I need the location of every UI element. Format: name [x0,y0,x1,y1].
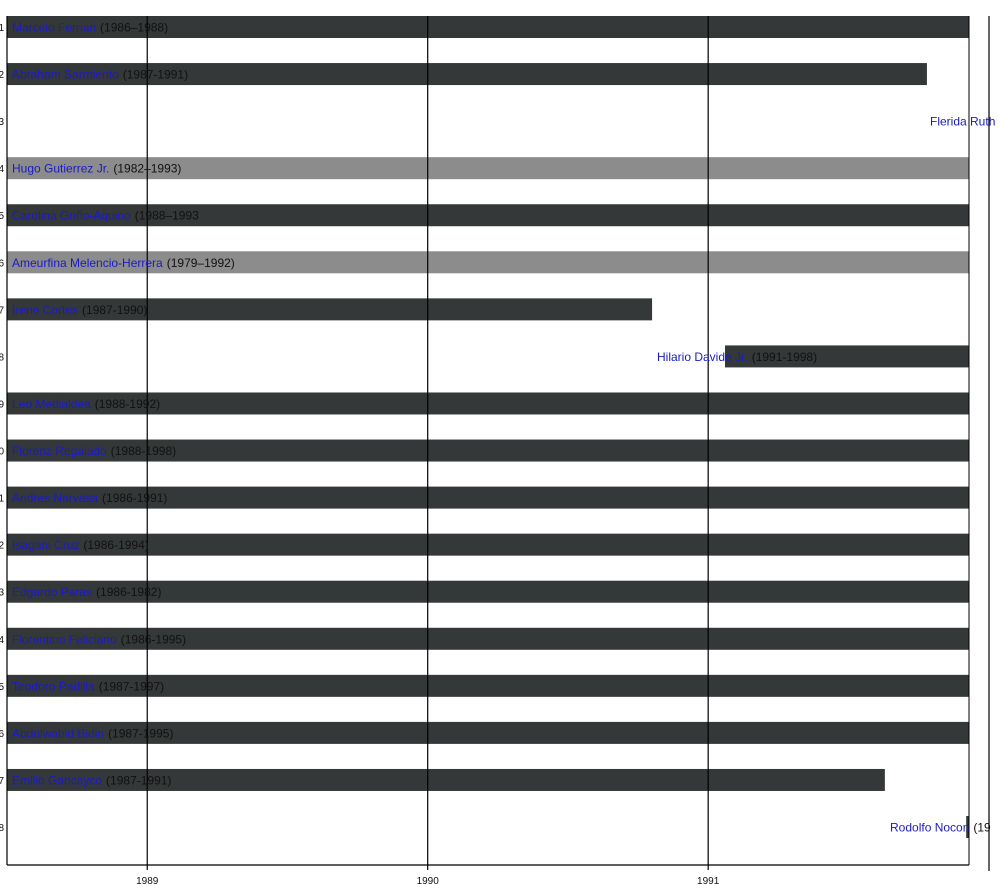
bar-10 [7,439,969,462]
term-dates: (1988-1992) [95,397,160,411]
term-dates: (1988–1993 [135,209,199,223]
row-number: 2 [0,541,4,552]
row-number: 5 [0,682,4,693]
bar-label: Isagani Cruz (1986-1994) [12,538,149,552]
row-number: 8 [0,823,4,834]
bar-label: Carolina Griño-Aquino (1988–1993 [12,209,199,223]
bar-label: Emilio Gancayco (1987-1991) [12,773,171,787]
bar-label: Andres Narvasa (1986-1991) [12,491,167,505]
justice-name-link[interactable]: Teodoro Padilla [12,679,95,693]
term-dates: (1987-1995) [108,726,173,740]
justice-name-link[interactable]: Hugo Gutierrez Jr. [12,162,109,176]
bar-label: Edgardo Paras (1986-1982) [12,585,161,599]
row-number: 1 [0,494,4,505]
justice-name-link[interactable]: Abdulwahid Bidin [12,726,104,740]
bar-13 [7,580,969,603]
bar-label: Leo Medialdea (1988-1992) [12,397,160,411]
bar-17 [7,768,885,791]
justice-name-link[interactable]: Leo Medialdea [12,397,91,411]
term-dates: (1982–1993) [113,162,181,176]
bar-8 [724,345,969,368]
row-number: 8 [0,352,4,363]
bar-label: Hilario Davide Jr. (1991-1998) [657,350,817,364]
term-dates: (1986–1988) [100,21,168,35]
justice-name-link[interactable]: Emilio Gancayco [12,773,102,787]
bar-18 [966,816,969,839]
bar-12 [7,533,969,556]
justice-name-link[interactable]: Carolina Griño-Aquino [12,209,131,223]
bar-15 [7,674,969,697]
row-number: 3 [0,588,4,599]
bar-label: Abraham Sarmiento (1987-1991) [12,68,188,82]
row-number: 1 [0,23,4,34]
bar-label: Flerida Ruth [930,115,995,129]
bar-label: Rodolfo Nocon (19 [890,821,991,835]
justice-name-link[interactable]: Marcelo Fernan [12,21,96,35]
bar-16 [7,721,969,744]
row-number: 7 [0,305,4,316]
term-dates: (1979–1992) [167,256,235,270]
row-number: 9 [0,399,4,410]
justice-name-link[interactable]: Ameurfina Melencio-Herrera [12,256,163,270]
row-number: 4 [0,164,4,175]
justice-name-link[interactable]: Abraham Sarmiento [12,68,119,82]
bar-11 [7,486,969,509]
row-number: 3 [0,117,4,128]
bar-label: Marcelo Fernan (1986–1988) [12,21,168,35]
term-dates: (1987-1991) [123,68,188,82]
bar-14 [7,627,969,650]
justice-name-link[interactable]: Hilario Davide Jr. [657,350,748,364]
x-tick-label: 1989 [136,876,159,885]
term-dates: (1986-1991) [102,491,167,505]
term-dates: (19 [973,821,991,835]
term-dates: (1987-1990) [82,303,147,317]
term-dates: (1986-1994) [83,538,148,552]
bar-4 [7,157,969,180]
row-number: 0 [0,447,4,458]
row-number: 6 [0,258,4,269]
bar-label: Florentino Feliciano (1986-1995) [12,632,186,646]
bar-label: Ameurfina Melencio-Herrera (1979–1992) [12,256,235,270]
justice-name-link[interactable]: Irene Cortes [12,303,78,317]
justice-name-link[interactable]: Florentino Feliciano [12,632,117,646]
row-number: 2 [0,70,4,81]
bar-6 [7,251,969,274]
term-dates: (1988-1998) [111,444,176,458]
term-dates: (1991-1998) [752,350,817,364]
bar-label: Florenz Regalado (1988-1998) [12,444,176,458]
bar-label: Teodoro Padilla (1987-1997) [12,679,164,693]
justice-name-link[interactable]: Rodolfo Nocon [890,821,969,835]
term-dates: (1987-1991) [106,773,171,787]
justice-name-link[interactable]: Flerida Ruth [930,115,995,129]
bar-1 [7,16,969,38]
bar-5 [7,204,969,227]
bar-9 [7,392,969,415]
row-number: 4 [0,635,4,646]
justice-name-link[interactable]: Edgardo Paras [12,585,92,599]
justice-name-link[interactable]: Andres Narvasa [12,491,98,505]
justice-name-link[interactable]: Isagani Cruz [12,538,79,552]
justice-name-link[interactable]: Florenz Regalado [12,444,107,458]
row-number: 6 [0,729,4,740]
x-tick-label: 1991 [697,876,720,885]
bar-label: Irene Cortes (1987-1990) [12,303,147,317]
term-dates: (1986-1995) [121,632,186,646]
bar-2 [7,63,927,86]
term-dates: (1986-1982) [96,585,161,599]
row-number: 5 [0,211,4,222]
bar-label: Hugo Gutierrez Jr. (1982–1993) [12,162,181,176]
x-tick-label: 1990 [417,876,440,885]
bar-7 [7,298,653,321]
row-number: 7 [0,776,4,787]
term-dates: (1987-1997) [99,679,164,693]
bar-label: Abdulwahid Bidin (1987-1995) [12,726,173,740]
